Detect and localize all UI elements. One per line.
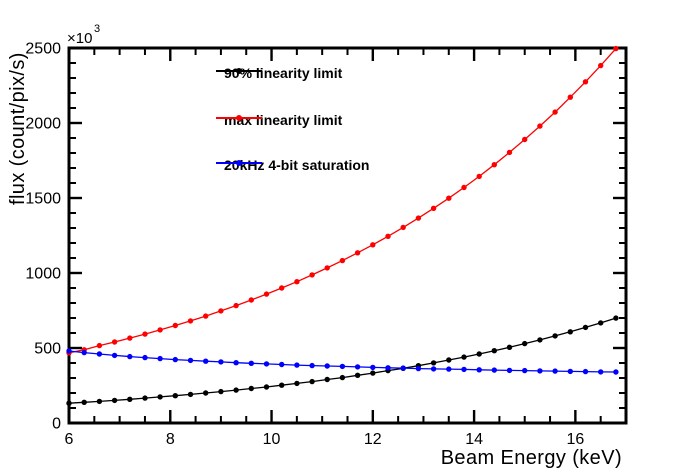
svg-text:500: 500 — [34, 341, 61, 358]
svg-text:12: 12 — [364, 431, 382, 448]
svg-text:1500: 1500 — [25, 191, 61, 208]
svg-text:2500: 2500 — [25, 41, 61, 58]
svg-text:10: 10 — [263, 431, 281, 448]
svg-text:16: 16 — [566, 431, 584, 448]
svg-text:0: 0 — [52, 416, 61, 433]
y-axis-title: flux (count/pix/s) — [7, 52, 29, 205]
chart-generated-content: 6 8 10 12 14 16 0 500 1000 1500 2000 2500 — [25, 41, 628, 448]
svg-text:2000: 2000 — [25, 116, 61, 133]
y-axis-exponent-power: 3 — [94, 23, 100, 35]
svg-text:8: 8 — [166, 431, 175, 448]
y-axis-exponent-base: ×10 — [67, 30, 92, 47]
x-axis-title: Beam Energy (keV) — [441, 447, 622, 469]
svg-text:1000: 1000 — [25, 266, 61, 283]
svg-text:6: 6 — [65, 431, 74, 448]
svg-text:14: 14 — [465, 431, 483, 448]
